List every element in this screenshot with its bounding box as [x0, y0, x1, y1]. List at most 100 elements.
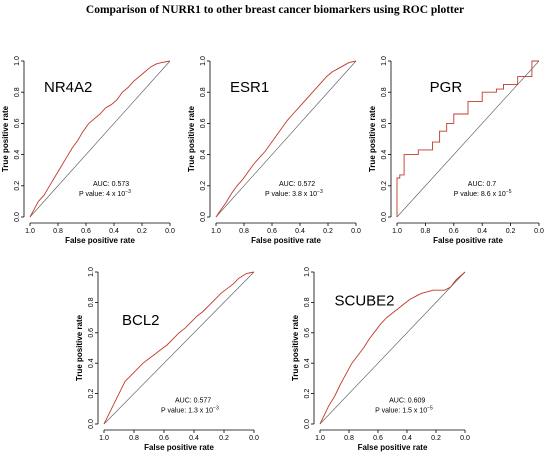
y-tick-label: 0.6 — [304, 328, 311, 338]
y-tick-label: 0.2 — [304, 389, 311, 399]
p-value-exponent: −5 — [506, 189, 512, 195]
auc-text: AUC: 0.7 — [468, 181, 497, 188]
x-axis-title: False positive rate — [65, 236, 135, 245]
x-tick-label: 0.4 — [295, 228, 305, 235]
x-tick-label: 0.0 — [534, 228, 544, 235]
x-tick-label: 0.6 — [449, 228, 459, 235]
roc-curve-esr1 — [215, 60, 357, 218]
x-tick-label: 1.0 — [211, 228, 221, 235]
x-tick-label: 0.0 — [249, 435, 259, 442]
y-tick-label: 0.6 — [14, 118, 21, 128]
p-value-text: P value: 3.8 x 10−3 — [265, 189, 323, 198]
y-tick-label: 0.0 — [304, 419, 311, 429]
roc-panel-scube2: 0.0 0.2 0.4 0.6 0.8 1.0 1.0 0.8 0.6 0.4 0.2 0.0 Fals… — [291, 267, 470, 452]
y-axis-title: True positive rate — [291, 314, 300, 381]
x-tick-label: 0.0 — [165, 228, 175, 235]
diagonal-reference-line — [29, 60, 171, 218]
p-value-text: P value: 1.5 x 10−5 — [375, 406, 433, 415]
y-axis-title: True positive rate — [1, 105, 10, 172]
y-tick-label: 1.0 — [381, 56, 388, 66]
roc-curve-bcl2 — [103, 271, 255, 425]
y-tick-label: 0.0 — [88, 419, 95, 429]
auc-text: AUC: 0.573 — [93, 181, 129, 188]
x-tick-label: 0.6 — [159, 435, 169, 442]
y-tick-label: 0.8 — [381, 87, 388, 97]
gene-label: NR4A2 — [44, 79, 92, 96]
x-tick-label: 0.4 — [109, 228, 119, 235]
x-tick-label: 0.2 — [323, 228, 333, 235]
diagonal-reference-line — [319, 271, 466, 425]
y-tick-label: 0.2 — [88, 389, 95, 399]
y-tick-label: 0.8 — [88, 297, 95, 307]
y-tick-label: 0.6 — [200, 118, 207, 128]
x-tick-label: 0.2 — [506, 228, 516, 235]
y-tick-label: 0.0 — [200, 212, 207, 222]
gene-label: BCL2 — [122, 312, 160, 329]
y-tick-label: 0.2 — [200, 181, 207, 191]
y-tick-label: 0.8 — [14, 87, 21, 97]
x-tick-label: 1.0 — [392, 228, 402, 235]
x-tick-label: 0.4 — [477, 228, 487, 235]
y-tick-label: 1.0 — [14, 56, 21, 66]
x-axis-title: False positive rate — [251, 236, 321, 245]
y-axis-title: True positive rate — [187, 105, 196, 172]
x-tick-label: 1.0 — [99, 435, 109, 442]
roc-curve-scube2 — [319, 271, 466, 425]
y-tick-label: 0.8 — [304, 297, 311, 307]
roc-panel-nr4a2: 0.0 0.2 0.4 0.6 0.8 1.0 1.0 0.8 0.6 0.4 0.2 0.0 Fals… — [1, 56, 175, 245]
x-tick-label: 0.8 — [239, 228, 249, 235]
y-tick-label: 1.0 — [88, 267, 95, 277]
x-axis-title: False positive rate — [358, 443, 428, 452]
y-tick-label: 0.6 — [381, 118, 388, 128]
x-tick-label: 0.4 — [402, 435, 412, 442]
p-value-exponent: −3 — [213, 406, 219, 412]
x-tick-label: 0.2 — [431, 435, 441, 442]
diagonal-reference-line — [103, 271, 255, 425]
gene-label: ESR1 — [230, 79, 269, 96]
gene-label: SCUBE2 — [335, 292, 395, 309]
p-value-exponent: −3 — [125, 189, 131, 195]
x-tick-label: 0.2 — [137, 228, 147, 235]
y-tick-label: 1.0 — [200, 56, 207, 66]
x-tick-label: 0.6 — [373, 435, 383, 442]
x-tick-label: 1.0 — [25, 228, 35, 235]
y-axis-title: True positive rate — [368, 105, 377, 172]
roc-curve-nr4a2 — [29, 60, 171, 218]
p-value-text: P value: 8.6 x 10−5 — [454, 189, 512, 198]
roc-curve-pgr — [396, 60, 539, 217]
y-axis-title: True positive rate — [75, 314, 84, 381]
auc-text: AUC: 0.609 — [389, 398, 425, 405]
y-tick-label: 0.4 — [200, 150, 207, 160]
x-tick-label: 0.6 — [81, 228, 91, 235]
x-tick-label: 0.0 — [460, 435, 470, 442]
roc-panel-esr1: 0.0 0.2 0.4 0.6 0.8 1.0 1.0 0.8 0.6 0.4 0.2 0.0 Fals… — [187, 56, 361, 245]
x-axis-title: False positive rate — [144, 443, 214, 452]
x-tick-label: 0.0 — [351, 228, 361, 235]
y-tick-label: 0.4 — [381, 150, 388, 160]
x-tick-label: 0.2 — [219, 435, 229, 442]
x-tick-label: 0.8 — [53, 228, 63, 235]
diagonal-reference-line — [396, 60, 540, 218]
x-tick-label: 1.0 — [315, 435, 325, 442]
diagonal-reference-line — [215, 60, 357, 218]
auc-text: AUC: 0.572 — [279, 181, 315, 188]
roc-panel-pgr: 0.0 0.2 0.4 0.6 0.8 1.0 1.0 0.8 0.6 0.4 0.2 0.0 Fals… — [368, 56, 544, 245]
roc-panel-bcl2: 0.0 0.2 0.4 0.6 0.8 1.0 1.0 0.8 0.6 0.4 0.2 0.0 Fals… — [75, 267, 259, 452]
y-tick-label: 0.8 — [200, 87, 207, 97]
y-tick-label: 1.0 — [304, 267, 311, 277]
auc-text: AUC: 0.577 — [175, 398, 211, 405]
x-tick-label: 0.8 — [344, 435, 354, 442]
y-tick-label: 0.0 — [14, 212, 21, 222]
p-value-text: P value: 1.3 x 10−3 — [161, 406, 219, 415]
y-tick-label: 0.4 — [88, 358, 95, 368]
figure-title: Comparison of NURR1 to other breast canc… — [85, 4, 465, 16]
p-value-text: P value: 4 x 10−3 — [79, 189, 131, 198]
x-axis-title: False positive rate — [433, 236, 503, 245]
y-tick-label: 0.4 — [14, 150, 21, 160]
y-tick-label: 0.2 — [14, 181, 21, 191]
p-value-exponent: −5 — [427, 406, 433, 412]
y-tick-label: 0.2 — [381, 181, 388, 191]
x-tick-label: 0.8 — [421, 228, 431, 235]
y-tick-label: 0.6 — [88, 328, 95, 338]
x-tick-label: 0.6 — [267, 228, 277, 235]
